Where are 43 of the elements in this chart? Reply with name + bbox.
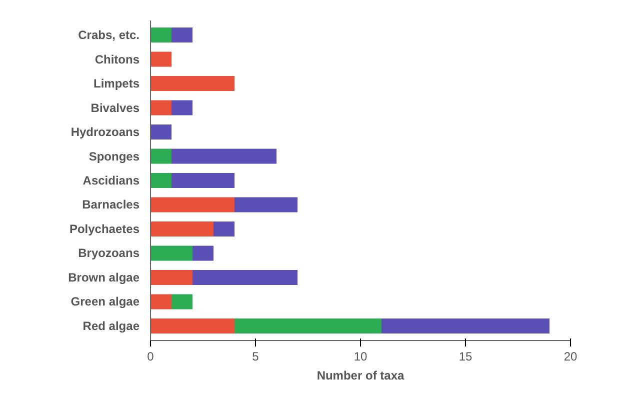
y-tick-label: Hydrozoans — [70, 125, 140, 140]
y-tick-label: Ascidians — [82, 174, 140, 188]
bar — [150, 52, 172, 67]
bar — [172, 28, 192, 43]
x-tick-label: 10 — [354, 350, 368, 364]
y-tick-label: Bryozoans — [78, 246, 140, 260]
bar — [150, 318, 234, 334]
bar — [234, 318, 382, 334]
x-axis-title: Number of taxa — [316, 368, 404, 382]
bar — [172, 172, 234, 188]
bar — [214, 221, 234, 236]
y-tick-label: Sponges — [88, 149, 140, 164]
bar — [150, 197, 234, 212]
bar — [172, 294, 192, 310]
y-tick-label: Limpets — [93, 76, 140, 91]
bar — [234, 197, 298, 212]
bar — [192, 270, 298, 285]
bar — [172, 148, 276, 164]
y-tick-label: Barnacles — [82, 198, 140, 212]
y-tick-label: Brown algae — [68, 270, 140, 284]
y-tick-label: Chitons — [94, 52, 140, 66]
bar — [150, 172, 172, 188]
bar — [150, 100, 172, 116]
bar — [382, 318, 550, 334]
bar — [150, 221, 214, 236]
x-tick-label: 5 — [252, 350, 260, 364]
x-tick-label: 15 — [458, 350, 472, 364]
y-tick-label: Crabs, etc. — [78, 28, 140, 42]
bar — [150, 76, 234, 92]
bar — [150, 28, 172, 43]
bar — [192, 246, 214, 261]
y-tick-label: Bivalves — [90, 100, 140, 115]
y-tick-label: Green algae — [70, 294, 140, 309]
y-tick-label: Polychaetes — [69, 222, 140, 236]
bar — [150, 294, 172, 310]
x-tick-label: 0 — [147, 350, 154, 364]
x-tick-label: 20 — [564, 350, 578, 364]
y-tick-label: Red algae — [82, 318, 140, 333]
bar — [150, 270, 192, 285]
bar — [150, 246, 192, 261]
bar — [150, 148, 172, 164]
bar — [172, 100, 192, 116]
bar — [150, 124, 172, 140]
